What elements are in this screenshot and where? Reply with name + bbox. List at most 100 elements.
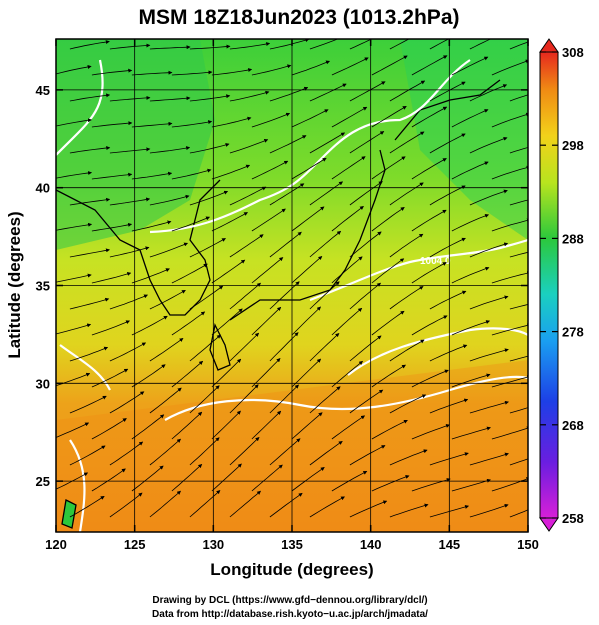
streamline bbox=[131, 268, 170, 284]
streamline bbox=[509, 458, 528, 466]
streamline bbox=[451, 56, 489, 76]
streamline bbox=[56, 422, 90, 438]
streamline bbox=[349, 81, 386, 102]
streamline bbox=[331, 415, 366, 440]
streamline bbox=[131, 414, 165, 440]
streamline bbox=[131, 364, 166, 388]
streamline bbox=[56, 273, 92, 283]
streamline bbox=[371, 156, 406, 180]
streamline bbox=[491, 477, 528, 492]
streamline bbox=[469, 295, 509, 310]
streamline bbox=[509, 355, 528, 362]
streamline bbox=[411, 315, 448, 336]
cool-region-northwest bbox=[56, 39, 215, 250]
streamline bbox=[509, 509, 528, 518]
colorbar-bottom-triangle bbox=[539, 517, 559, 532]
streamline bbox=[509, 199, 528, 206]
x-axis-label: Longitude (degrees) bbox=[210, 560, 373, 579]
x-tick-label: 130 bbox=[202, 537, 224, 552]
streamline bbox=[411, 262, 447, 284]
streamline bbox=[56, 65, 92, 75]
streamline bbox=[451, 320, 491, 336]
streamline bbox=[171, 168, 212, 180]
streamline bbox=[269, 39, 310, 50]
streamline bbox=[509, 41, 528, 50]
isobar-6 bbox=[59, 344, 111, 391]
streamline bbox=[229, 42, 271, 50]
streamline bbox=[109, 147, 151, 154]
streamline bbox=[251, 160, 289, 180]
streamline bbox=[149, 96, 191, 102]
streamline bbox=[469, 452, 509, 466]
streamline bbox=[149, 338, 184, 362]
x-tick-label: 145 bbox=[438, 537, 460, 552]
streamline bbox=[56, 372, 91, 387]
colorbar-ticks: 258 268 278 288 298 308 bbox=[540, 45, 584, 526]
streamline bbox=[411, 55, 448, 76]
colorbar-tick-label: 288 bbox=[562, 231, 584, 246]
streamline bbox=[451, 214, 490, 232]
streamline bbox=[149, 387, 182, 414]
colorbar-tick-label: 298 bbox=[562, 138, 584, 153]
streamline bbox=[331, 470, 368, 492]
streamline bbox=[389, 503, 429, 518]
streamline bbox=[229, 384, 259, 414]
streamline bbox=[69, 346, 109, 362]
streamline bbox=[269, 86, 309, 102]
streamline bbox=[149, 194, 190, 206]
streamline bbox=[171, 463, 203, 492]
streamline bbox=[291, 60, 331, 76]
streamline bbox=[149, 45, 191, 50]
streamline bbox=[469, 400, 509, 414]
streamline bbox=[371, 475, 410, 492]
streamline bbox=[331, 307, 363, 336]
streamline bbox=[171, 263, 208, 284]
streamline bbox=[109, 95, 151, 102]
streamline bbox=[331, 106, 368, 128]
streamline bbox=[331, 156, 366, 180]
streamline bbox=[291, 306, 321, 336]
streamline bbox=[309, 333, 340, 362]
streamline bbox=[269, 438, 301, 466]
streamline bbox=[411, 209, 447, 232]
streamline bbox=[109, 342, 147, 362]
streamline bbox=[429, 398, 469, 414]
streamline bbox=[349, 181, 383, 206]
isobar-2 bbox=[149, 59, 471, 234]
streamline bbox=[349, 131, 385, 154]
y-tick-label: 25 bbox=[36, 474, 50, 489]
streamline bbox=[211, 68, 253, 76]
streamline bbox=[451, 478, 491, 492]
streamline bbox=[309, 83, 347, 102]
wind-streamlines bbox=[56, 39, 528, 518]
streamline bbox=[389, 131, 425, 154]
streamline bbox=[269, 492, 303, 518]
streamline bbox=[91, 68, 133, 76]
footer-credit-line-2: Data from http://database.rish.kyoto−u.a… bbox=[152, 609, 428, 620]
streamline bbox=[131, 171, 173, 180]
streamline bbox=[429, 237, 466, 258]
y-axis-label: Latitude (degrees) bbox=[5, 211, 24, 358]
y-tick-label: 40 bbox=[36, 181, 50, 196]
streamline bbox=[91, 272, 132, 284]
grid-lines bbox=[56, 39, 528, 532]
streamline bbox=[491, 375, 528, 388]
streamline bbox=[331, 360, 364, 388]
streamline bbox=[251, 64, 292, 76]
streamline bbox=[469, 348, 509, 362]
streamline bbox=[211, 164, 251, 180]
streamline bbox=[389, 80, 426, 102]
streamline bbox=[269, 384, 299, 414]
streamline bbox=[189, 190, 229, 206]
streamline bbox=[91, 222, 133, 232]
streamline bbox=[429, 81, 466, 102]
streamline bbox=[291, 412, 323, 440]
isobar-1 bbox=[56, 59, 104, 156]
streamline bbox=[91, 368, 129, 388]
streamline bbox=[291, 358, 322, 388]
streamline bbox=[469, 136, 508, 154]
streamline bbox=[91, 320, 131, 336]
streamline bbox=[411, 478, 451, 492]
streamline bbox=[171, 120, 213, 128]
contour-label-1004: 1004.0 bbox=[420, 256, 451, 267]
